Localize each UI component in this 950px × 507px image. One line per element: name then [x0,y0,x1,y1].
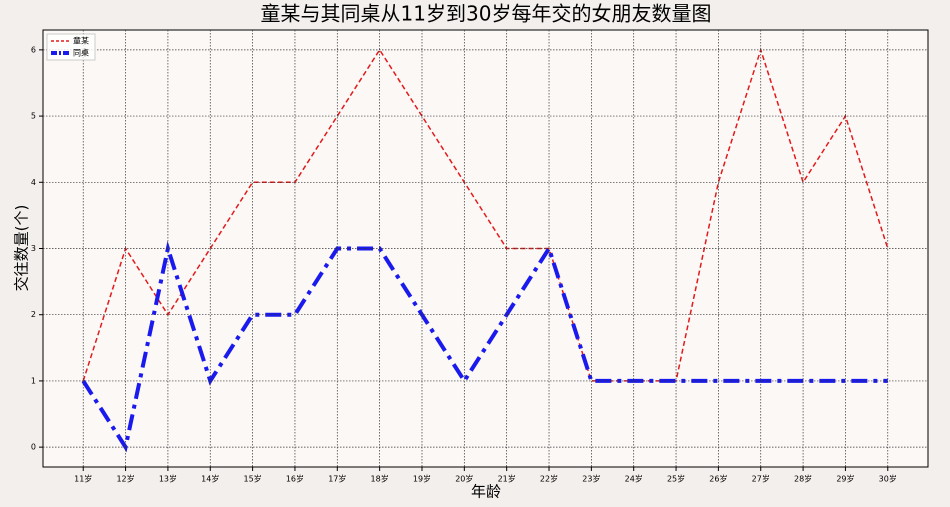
x-tick-label: 19岁 [413,474,431,484]
x-tick-label: 17岁 [328,474,346,484]
legend-box [46,33,96,61]
x-tick-label: 12岁 [116,474,134,484]
y-tick-label: 6 [31,45,36,54]
x-tick-label: 15岁 [244,474,262,484]
x-tick-label: 23岁 [582,474,600,484]
legend-label: 同桌 [73,48,89,58]
x-tick-label: 11岁 [74,474,92,484]
y-axis-label: 交往数量(个) [13,205,31,292]
y-tick-label: 2 [31,310,36,319]
x-tick-label: 30岁 [879,474,897,484]
marks [81,47,889,453]
x-tick-label: 18岁 [371,474,389,484]
x-tick-label: 14岁 [201,474,219,484]
x-tick-label: 29岁 [836,474,854,484]
x-tick-label: 21岁 [498,474,516,484]
y-tick-label: 1 [31,376,36,385]
series-line [82,47,889,382]
x-tick-label: 24岁 [625,474,643,484]
y-tick-label: 3 [31,244,36,253]
x-axis-label: 年龄 [471,483,501,501]
chart-title: 童某与其同桌从11岁到30岁每年交的女朋友数量图 [261,2,712,26]
x-tick-label: 13岁 [159,474,177,484]
y-tick-label: 4 [31,178,36,187]
x-tick-label: 28岁 [794,474,812,484]
y-tick-label: 5 [31,112,36,121]
x-tick-label: 20岁 [455,474,473,484]
x-tick-label: 26岁 [709,474,727,484]
legend-label: 童某 [73,36,89,46]
x-tick-label: 22岁 [540,474,558,484]
y-tick-label: 0 [31,443,36,452]
x-tick-label: 27岁 [752,474,770,484]
x-tick-label: 16岁 [286,474,304,484]
x-tick-label: 25岁 [667,474,685,484]
